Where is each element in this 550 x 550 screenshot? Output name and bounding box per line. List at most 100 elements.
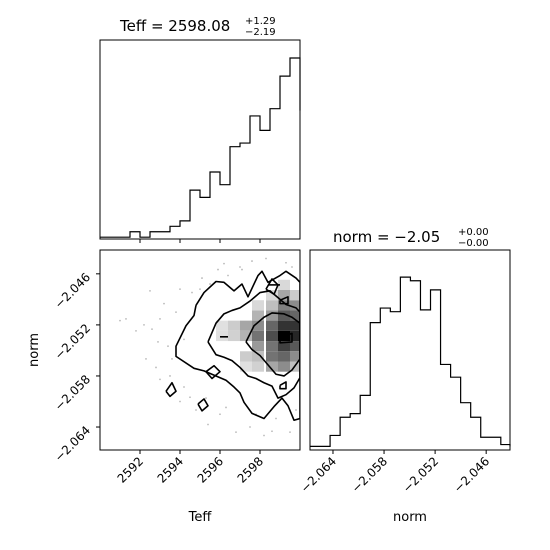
scatter-point [135, 329, 137, 332]
density-xtick-label: 2598 [235, 454, 266, 485]
norm-hist-xtick-label: −2.064 [298, 454, 339, 495]
scatter-point [209, 283, 211, 285]
density-cell [290, 330, 300, 342]
norm-histogram-panel: norm = −2.05 +0.00 −0.00 −2.064 −2.058 −2.… [298, 227, 511, 525]
density-cell [240, 361, 252, 372]
scatter-point [289, 431, 291, 434]
density-cell [278, 279, 290, 290]
teff-histogram-frame [99, 39, 301, 240]
density-cell [278, 290, 290, 301]
norm-histogram-xticks: −2.064 −2.058 −2.052 −2.046 [298, 450, 492, 496]
density-cell [252, 330, 264, 342]
density-ytick-label: −2.064 [52, 423, 93, 464]
density-yticks: −2.064 −2.058 −2.052 −2.046 [52, 270, 100, 465]
contour-line [205, 364, 221, 380]
density-cell [228, 330, 240, 342]
norm-hist-xtick-label: −2.052 [400, 454, 441, 495]
scatter-point [265, 257, 267, 260]
scatter-point [225, 406, 227, 409]
contour-line [279, 296, 289, 305]
scatter-point [179, 400, 181, 403]
scatter-point [151, 328, 153, 331]
density-cell [266, 310, 278, 321]
density-xtick-label: 2594 [155, 454, 186, 485]
density-contours [165, 270, 300, 422]
scatter-point [271, 430, 273, 433]
density-cell [240, 320, 252, 331]
density-ytick-label: −2.052 [52, 321, 93, 362]
scatter-point [235, 431, 237, 434]
scatter-point [251, 260, 253, 262]
scatter-point [183, 338, 185, 341]
density-cell [240, 330, 252, 342]
norm-histogram-frame [309, 249, 511, 451]
density-cell [290, 290, 300, 301]
norm-title-sub: −0.00 [458, 238, 489, 249]
density-cell [266, 361, 278, 372]
density-ytick-label: −2.046 [52, 270, 93, 311]
scatter-point [167, 345, 169, 348]
density-cell [278, 300, 290, 311]
density-cell [266, 341, 278, 352]
scatter-point [175, 311, 177, 314]
scatter-point [155, 366, 157, 369]
teff-title-text: Teff = 2598.08 [119, 17, 230, 35]
scatter-point [125, 318, 127, 320]
teff-title-sup: +1.29 [245, 16, 276, 27]
scatter-point [163, 302, 165, 305]
scatter-point [189, 396, 191, 399]
scatter-point [169, 375, 171, 377]
density-cell [290, 341, 300, 352]
scatter-point [157, 341, 159, 343]
scatter-point [295, 409, 297, 411]
contour-line [175, 270, 300, 422]
norm-title-text: norm = −2.05 [333, 228, 440, 246]
scatter-point [159, 378, 161, 381]
scatter-point [263, 434, 265, 437]
contour-line [165, 381, 177, 398]
scatter-point [275, 417, 277, 420]
density-cell [278, 361, 290, 372]
scatter-point [143, 323, 145, 326]
density-cell [252, 341, 264, 352]
density-cells [216, 279, 300, 372]
scatter-point [191, 291, 193, 294]
contour-line [279, 381, 287, 390]
norm-histogram-xlabel: norm [393, 510, 427, 525]
norm-hist-xtick-label: −2.046 [451, 454, 492, 495]
density-cell [278, 351, 290, 362]
scatter-point [159, 318, 161, 320]
scatter-point [217, 268, 219, 271]
norm-title: norm = −2.05 [333, 228, 440, 246]
density-cell [278, 310, 290, 321]
density-cell [252, 300, 264, 311]
teff-title-sub: −2.19 [245, 27, 276, 38]
scatter-point [145, 358, 147, 360]
density-xtick-label: 2592 [115, 454, 146, 485]
density-ytick-label: −2.058 [52, 372, 93, 413]
scatter-point [207, 423, 209, 426]
density-cell [228, 320, 240, 331]
density-cell [240, 351, 252, 362]
teff-title: Teff = 2598.08 [119, 17, 230, 35]
contour-line [197, 398, 209, 412]
teff-histogram-xticks [139, 239, 261, 243]
density-cell [266, 290, 278, 301]
scatter-point [239, 266, 241, 268]
teff-histogram-panel: Teff = 2598.08 +1.29 −2.19 [99, 16, 301, 243]
density-ylabel: norm [27, 333, 42, 367]
scatter-point [119, 319, 121, 322]
density-cell [252, 351, 264, 362]
contour-line [279, 332, 293, 344]
density-frame [99, 249, 301, 451]
density-cell [278, 320, 290, 331]
scatter-point [291, 266, 293, 268]
contour-line [207, 290, 300, 399]
density-cell [266, 320, 278, 331]
scatter-point [179, 288, 181, 291]
density-cell [278, 341, 290, 352]
scatter-point [285, 261, 287, 264]
scatter-point [149, 289, 151, 292]
scatter-point [183, 386, 185, 388]
